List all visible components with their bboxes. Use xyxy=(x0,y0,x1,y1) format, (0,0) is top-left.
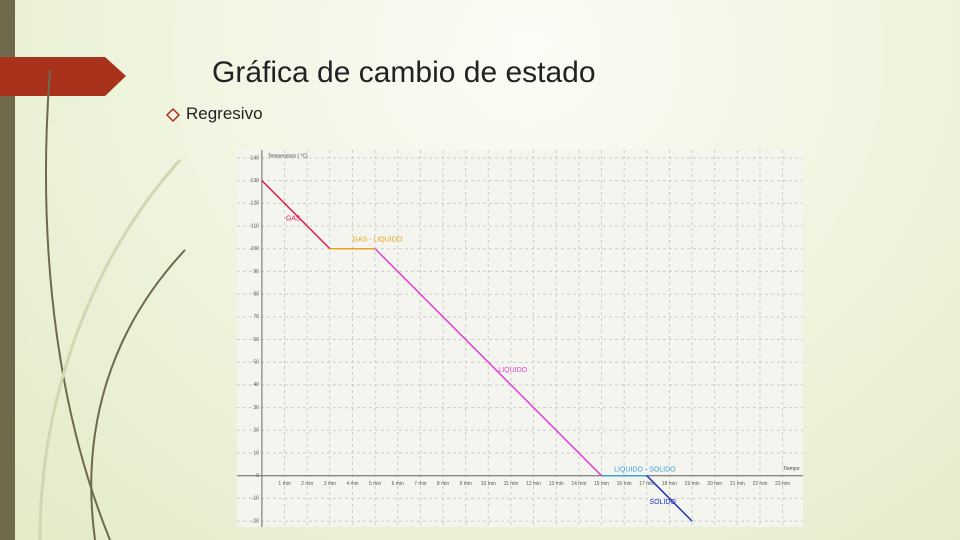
x-tick-label: 8 min xyxy=(437,481,449,487)
y-tick-label: 50 xyxy=(253,360,259,366)
x-tick-label: 23 min xyxy=(775,481,790,487)
y-tick-label: 130 xyxy=(251,178,260,184)
series-label: GAS xyxy=(286,216,301,223)
y-tick-label: 120 xyxy=(251,201,260,207)
x-tick-label: 22 min xyxy=(752,481,767,487)
y-axis-label: Temperatura ( °C) xyxy=(268,153,308,159)
x-tick-label: 16 min xyxy=(617,481,632,487)
series-line xyxy=(646,475,693,522)
y-tick-label: -20 xyxy=(252,518,259,524)
bullet: Regresivo xyxy=(186,104,263,123)
y-tick-label: 30 xyxy=(253,405,259,411)
series-label: LIQUIDO - SOLIDO xyxy=(614,467,676,474)
x-tick-label: 13 min xyxy=(549,481,564,487)
x-tick-label: 5 min xyxy=(369,481,381,487)
y-tick-label: 100 xyxy=(251,246,260,252)
x-tick-label: 9 min xyxy=(460,481,472,487)
series-label: LIQUIDO xyxy=(498,367,527,374)
x-tick-label: 1 min xyxy=(278,481,290,487)
x-tick-label: 10 min xyxy=(481,481,496,487)
x-tick-label: 3 min xyxy=(324,481,336,487)
y-tick-label: 80 xyxy=(253,291,259,297)
series-line xyxy=(374,248,603,477)
x-axis-label: Tiempo xyxy=(783,466,800,472)
x-tick-label: 20 min xyxy=(707,481,722,487)
y-tick-label: 40 xyxy=(253,382,259,388)
x-tick-label: 12 min xyxy=(526,481,541,487)
y-tick-label: 10 xyxy=(253,450,259,456)
y-tick-label: 110 xyxy=(251,223,259,229)
y-tick-label: 140 xyxy=(251,155,260,161)
x-tick-label: 6 min xyxy=(392,481,404,487)
series-line xyxy=(261,180,331,250)
x-tick-label: 4 min xyxy=(346,481,358,487)
x-tick-label: 2 min xyxy=(301,481,313,487)
x-tick-label: 11 min xyxy=(504,481,519,487)
x-tick-label: 15 min xyxy=(594,481,609,487)
y-tick-label: 20 xyxy=(253,428,259,434)
y-tick-label: 60 xyxy=(253,337,259,343)
series-label: SOLIDO xyxy=(649,499,676,506)
x-tick-label: 21 min xyxy=(730,481,745,487)
y-tick-label: 90 xyxy=(253,269,259,275)
series-label: GAS - LIQUIDO xyxy=(352,237,402,244)
y-tick-label: -10 xyxy=(252,496,259,502)
slide-title: Gráfica de cambio de estado xyxy=(212,56,596,89)
x-tick-label: 19 min xyxy=(685,481,700,487)
x-tick-label: 14 min xyxy=(571,481,586,487)
x-tick-label: 17 min xyxy=(639,481,654,487)
x-tick-label: 7 min xyxy=(414,481,426,487)
y-tick-label: 70 xyxy=(253,314,259,320)
plot-area xyxy=(237,150,803,527)
x-tick-label: 18 min xyxy=(662,481,677,487)
